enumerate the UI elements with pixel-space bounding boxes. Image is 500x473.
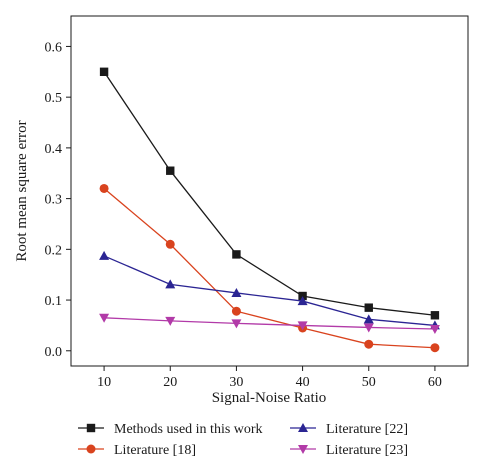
data-point	[364, 339, 374, 349]
legend-marker	[298, 445, 308, 454]
series-1	[99, 67, 440, 320]
data-point	[165, 239, 175, 249]
legend-marker	[298, 423, 308, 432]
series-4	[99, 313, 440, 334]
data-point	[166, 166, 175, 175]
data-point	[99, 67, 109, 76]
data-point	[99, 250, 110, 260]
series-layer	[99, 67, 440, 353]
data-point	[298, 291, 307, 301]
y-axis: 0.0 0.1 0.2 0.3 0.4 0.5 0.6	[45, 40, 71, 360]
legend-item: Literature [22]	[290, 422, 408, 437]
data-point	[363, 314, 374, 324]
x-axis-title: Signal-Noise Ratio	[212, 390, 327, 406]
data-point	[231, 319, 242, 329]
x-tick-label: 20	[163, 375, 177, 390]
data-point	[429, 324, 440, 334]
data-point	[165, 316, 176, 326]
legend-item: Literature [18]	[78, 443, 196, 458]
series-line	[103, 187, 435, 349]
legend-label: Literature [22]	[326, 422, 408, 437]
x-tick-label: 10	[97, 375, 111, 390]
legend: Methods used in this work Literature [18]…	[78, 422, 408, 458]
x-axis: 10 20 30 40 50 60	[97, 366, 442, 390]
series-2	[99, 183, 440, 353]
series-3	[99, 250, 440, 330]
data-point	[232, 250, 241, 259]
legend-marker	[86, 423, 96, 433]
data-point	[165, 279, 176, 289]
x-tick-label: 60	[428, 375, 442, 390]
y-tick-label: 0.0	[45, 345, 63, 360]
data-point	[99, 183, 109, 193]
y-axis-title: Root mean square error	[14, 120, 30, 261]
data-point	[364, 303, 373, 312]
y-tick-label: 0.6	[45, 40, 63, 55]
data-point	[297, 321, 308, 331]
y-tick-label: 0.4	[45, 142, 63, 157]
data-point	[430, 343, 440, 353]
y-tick-label: 0.5	[45, 91, 63, 106]
legend-label: Literature [18]	[114, 443, 196, 458]
y-tick-label: 0.2	[45, 243, 63, 258]
data-point	[231, 306, 241, 316]
y-tick-label: 0.3	[45, 193, 63, 208]
plot-frame	[70, 15, 469, 367]
legend-label: Methods used in this work	[114, 422, 263, 437]
x-tick-label: 50	[362, 375, 376, 390]
series-line	[103, 255, 435, 327]
data-point	[430, 311, 440, 320]
legend-marker	[86, 444, 96, 454]
x-tick-label: 30	[229, 375, 243, 390]
y-tick-label: 0.1	[45, 294, 63, 309]
x-tick-label: 40	[296, 375, 310, 390]
legend-item: Methods used in this work	[78, 422, 263, 437]
data-point	[363, 323, 374, 333]
series-line	[104, 317, 435, 330]
data-point	[297, 296, 308, 306]
data-point	[99, 313, 110, 323]
legend-label: Literature [23]	[326, 443, 408, 458]
legend-item: Literature [23]	[290, 443, 408, 458]
series-line	[103, 71, 435, 316]
data-point	[231, 287, 242, 297]
